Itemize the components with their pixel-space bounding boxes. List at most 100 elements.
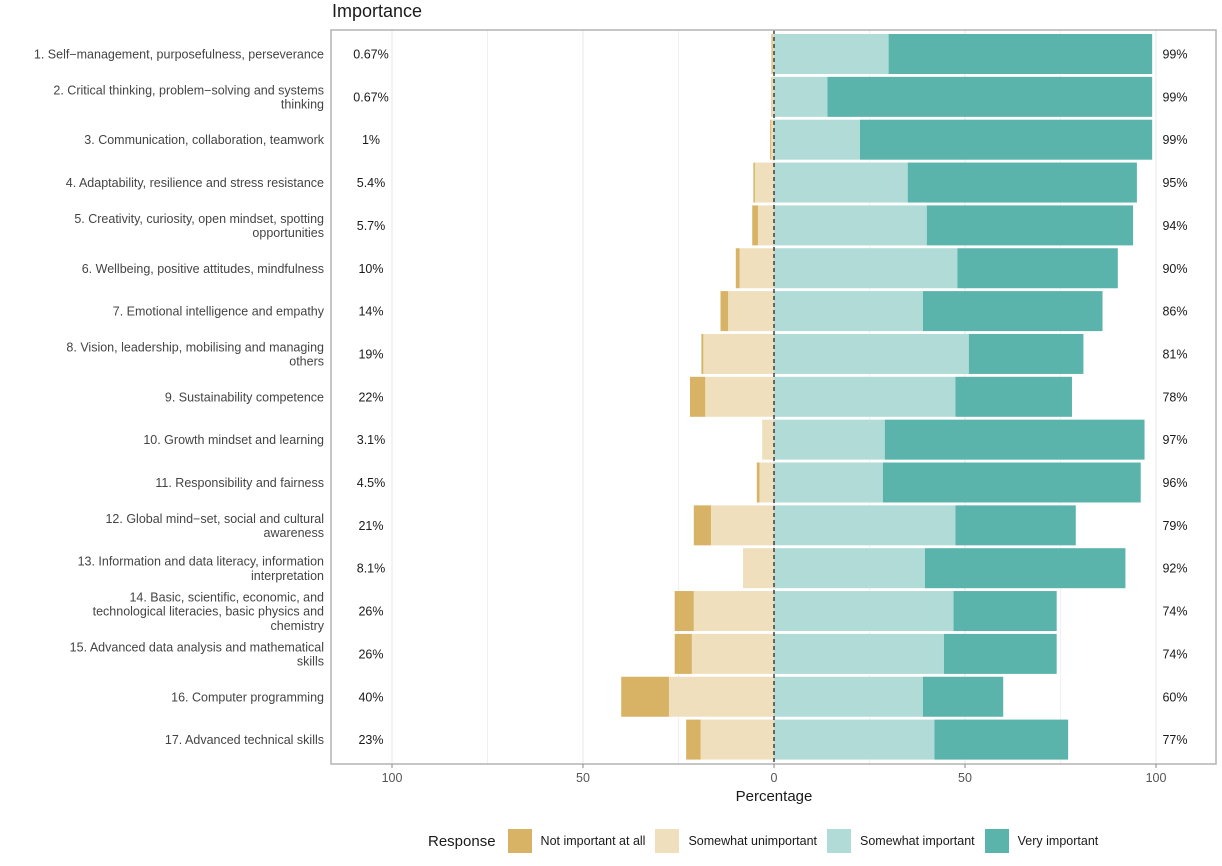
bar-somewhat-important (774, 333, 969, 374)
category-label: 12. Global mind−set, social and cultural… (105, 512, 324, 540)
bar-not-important (689, 376, 706, 417)
left-percent-label: 5.7% (357, 219, 386, 233)
left-percent-label: 40% (358, 690, 383, 704)
bar-very-important (955, 505, 1076, 546)
right-percent-label: 97% (1162, 433, 1187, 447)
left-percent-label: 21% (358, 519, 383, 533)
right-percent-label: 96% (1162, 476, 1187, 490)
bar-group-13 (743, 548, 1126, 589)
bar-very-important (957, 248, 1118, 289)
category-label: 8. Vision, leadership, mobilising and ma… (66, 340, 324, 368)
legend-item-not-important: Not important at all (507, 829, 645, 853)
bar-group-8 (701, 333, 1084, 374)
bar-group-16 (621, 676, 1004, 717)
bar-somewhat-unimportant (757, 205, 774, 246)
bar-somewhat-unimportant (759, 462, 774, 503)
left-percent-label: 19% (358, 347, 383, 361)
label-layer: 1. Self−management, purposefulness, pers… (34, 48, 1188, 748)
bar-somewhat-unimportant (710, 505, 774, 546)
bar-somewhat-important (774, 548, 925, 589)
category-label-line: awareness (264, 526, 324, 540)
left-percent-label: 14% (358, 305, 383, 319)
bar-somewhat-unimportant (705, 376, 774, 417)
bar-group-2 (771, 76, 1153, 117)
bar-somewhat-important (774, 676, 923, 717)
legend-swatch (984, 829, 1009, 853)
category-label: 15. Advanced data analysis and mathemati… (70, 640, 324, 668)
right-percent-label: 78% (1162, 390, 1187, 404)
right-percent-label: 86% (1162, 305, 1187, 319)
category-label-line: 12. Global mind−set, social and cultural (105, 512, 324, 526)
category-label: 2. Critical thinking, problem−solving an… (53, 83, 324, 111)
bar-group-6 (735, 248, 1118, 289)
left-percent-label: 4.5% (357, 476, 386, 490)
right-percent-label: 81% (1162, 347, 1187, 361)
bar-group-1 (771, 34, 1153, 74)
right-percent-label: 90% (1162, 262, 1187, 276)
bar-somewhat-important (774, 376, 956, 417)
bar-somewhat-important (774, 633, 944, 674)
bar-very-important (955, 376, 1072, 417)
legend-item-very-important: Very important (984, 829, 1098, 853)
right-percent-label: 74% (1162, 605, 1187, 619)
category-label-line: 7. Emotional intelligence and empathy (113, 305, 325, 319)
bar-very-important (884, 419, 1145, 460)
left-percent-label: 1% (362, 133, 380, 147)
left-percent-label: 0.67% (353, 90, 388, 104)
x-tick-label: 100 (1146, 771, 1167, 785)
bar-somewhat-important (774, 419, 885, 460)
bar-very-important (907, 162, 1137, 203)
legend-label: Somewhat unimportant (688, 834, 818, 848)
left-percent-label: 26% (358, 605, 383, 619)
bar-group-11 (756, 462, 1141, 503)
category-label-line: 15. Advanced data analysis and mathemati… (70, 640, 324, 654)
bar-group-12 (693, 505, 1076, 546)
category-label: 3. Communication, collaboration, teamwor… (84, 133, 324, 147)
bar-very-important (934, 719, 1069, 760)
category-label: 9. Sustainability competence (165, 390, 324, 404)
bar-not-important (771, 76, 773, 117)
right-percent-label: 60% (1162, 690, 1187, 704)
category-label-line: technological literacies, basic physics … (93, 605, 324, 619)
category-label: 4. Adaptability, resilience and stress r… (66, 176, 324, 190)
axis-layer: 100 50 0 50 100 Percentage (330, 29, 1217, 805)
category-label: 10. Growth mindset and learning (143, 433, 324, 447)
category-label-line: 3. Communication, collaboration, teamwor… (84, 133, 324, 147)
category-label: 17. Advanced technical skills (165, 733, 324, 747)
bar-not-important (621, 676, 669, 717)
bar-group-17 (686, 719, 1069, 760)
category-label: 13. Information and data literacy, infor… (78, 555, 324, 583)
chart-title: Importance (332, 1, 423, 21)
bar-group-9 (689, 376, 1072, 417)
category-label-line: 10. Growth mindset and learning (143, 433, 324, 447)
bar-very-important (922, 676, 1004, 717)
category-label-line: opportunities (252, 226, 324, 240)
bar-somewhat-unimportant (772, 34, 774, 74)
category-label: 16. Computer programming (171, 690, 324, 704)
x-tick-label: 50 (576, 771, 590, 785)
right-percent-label: 95% (1162, 176, 1187, 190)
bar-somewhat-important (774, 462, 883, 503)
bar-somewhat-important (774, 291, 923, 332)
bar-very-important (926, 205, 1134, 246)
category-label-line: skills (297, 655, 324, 669)
bar-group-4 (753, 162, 1137, 203)
left-percent-label: 26% (358, 647, 383, 661)
category-label-line: 14. Basic, scientific, economic, and (129, 590, 324, 604)
category-label: 11. Responsibility and fairness (155, 476, 324, 490)
bar-not-important (686, 719, 701, 760)
legend-swatch (827, 829, 852, 853)
legend-item-somewhat-unimportant: Somewhat unimportant (655, 829, 817, 853)
x-tick-label: 0 (771, 771, 778, 785)
bar-not-important (693, 505, 711, 546)
left-percent-label: 23% (358, 733, 383, 747)
bar-somewhat-unimportant (743, 548, 774, 589)
legend-item-somewhat-important: Somewhat important (827, 829, 975, 853)
chart: 1. Self−management, purposefulness, pers… (34, 29, 1217, 805)
bar-very-important (888, 34, 1153, 74)
category-label-line: interpretation (251, 569, 324, 583)
category-label-line: 16. Computer programming (171, 690, 324, 704)
left-percent-label: 22% (358, 390, 383, 404)
legend-label: Somewhat important (860, 834, 975, 848)
category-label-line: 11. Responsibility and fairness (155, 476, 324, 490)
